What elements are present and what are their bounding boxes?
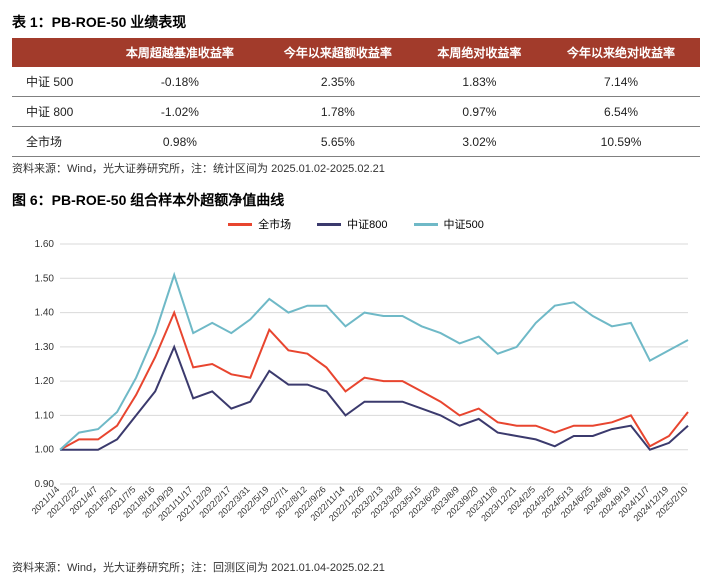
- table-cell: -0.18%: [101, 67, 259, 97]
- table-header-cell: 今年以来绝对收益率: [542, 38, 700, 67]
- table-header-cell: 本周超越基准收益率: [101, 38, 259, 67]
- table-body: 中证 500-0.18%2.35%1.83%7.14%中证 800-1.02%1…: [12, 67, 700, 157]
- table-cell: 10.59%: [542, 127, 700, 157]
- legend-swatch: [414, 223, 438, 226]
- table-row: 中证 500-0.18%2.35%1.83%7.14%: [12, 67, 700, 97]
- table-header-cell: [12, 38, 101, 67]
- svg-text:1.20: 1.20: [35, 376, 55, 387]
- legend-label: 中证500: [444, 216, 484, 232]
- svg-text:1.00: 1.00: [35, 445, 55, 456]
- table-cell: 0.98%: [101, 127, 259, 157]
- legend-item: 中证500: [414, 216, 484, 232]
- svg-text:1.30: 1.30: [35, 342, 55, 353]
- table-cell: 中证 500: [12, 67, 101, 97]
- table-header-cell: 本周绝对收益率: [417, 38, 542, 67]
- table-cell: 1.83%: [417, 67, 542, 97]
- chart-source-note: 资料来源：Wind，光大证券研究所；注：回测区间为 2021.01.04-202…: [12, 559, 700, 575]
- table-cell: 0.97%: [417, 97, 542, 127]
- table-header: 本周超越基准收益率今年以来超额收益率本周绝对收益率今年以来绝对收益率: [12, 38, 700, 67]
- table-cell: 2.35%: [259, 67, 417, 97]
- legend-swatch: [228, 223, 252, 226]
- table-cell: 3.02%: [417, 127, 542, 157]
- table-cell: 5.65%: [259, 127, 417, 157]
- legend-swatch: [317, 223, 341, 226]
- table-cell: 全市场: [12, 127, 101, 157]
- svg-text:1.10: 1.10: [35, 410, 55, 421]
- table-source-note: 资料来源：Wind，光大证券研究所，注：统计区间为 2025.01.02-202…: [12, 160, 700, 176]
- legend-label: 全市场: [258, 216, 291, 232]
- table-header-cell: 今年以来超额收益率: [259, 38, 417, 67]
- table-cell: -1.02%: [101, 97, 259, 127]
- table-cell: 1.78%: [259, 97, 417, 127]
- table-title: 表 1：PB-ROE-50 业绩表现: [12, 12, 700, 32]
- table-cell: 7.14%: [542, 67, 700, 97]
- table-cell: 6.54%: [542, 97, 700, 127]
- performance-table: 本周超越基准收益率今年以来超额收益率本周绝对收益率今年以来绝对收益率 中证 50…: [12, 38, 700, 157]
- table-cell: 中证 800: [12, 97, 101, 127]
- svg-text:1.60: 1.60: [35, 239, 55, 250]
- chart-legend: 全市场 中证800 中证500: [12, 216, 700, 232]
- svg-text:1.40: 1.40: [35, 308, 55, 319]
- legend-item: 全市场: [228, 216, 291, 232]
- legend-label: 中证800: [347, 216, 387, 232]
- table-row: 全市场0.98%5.65%3.02%10.59%: [12, 127, 700, 157]
- line-chart: 0.901.001.101.201.301.401.501.602021/1/4…: [12, 236, 700, 556]
- chart-title: 图 6：PB-ROE-50 组合样本外超额净值曲线: [12, 190, 700, 210]
- legend-item: 中证800: [317, 216, 387, 232]
- chart-container: 全市场中证800中证500 0.901.001.101.201.301.401.…: [12, 216, 700, 556]
- table-row: 中证 800-1.02%1.78%0.97%6.54%: [12, 97, 700, 127]
- svg-text:1.50: 1.50: [35, 273, 55, 284]
